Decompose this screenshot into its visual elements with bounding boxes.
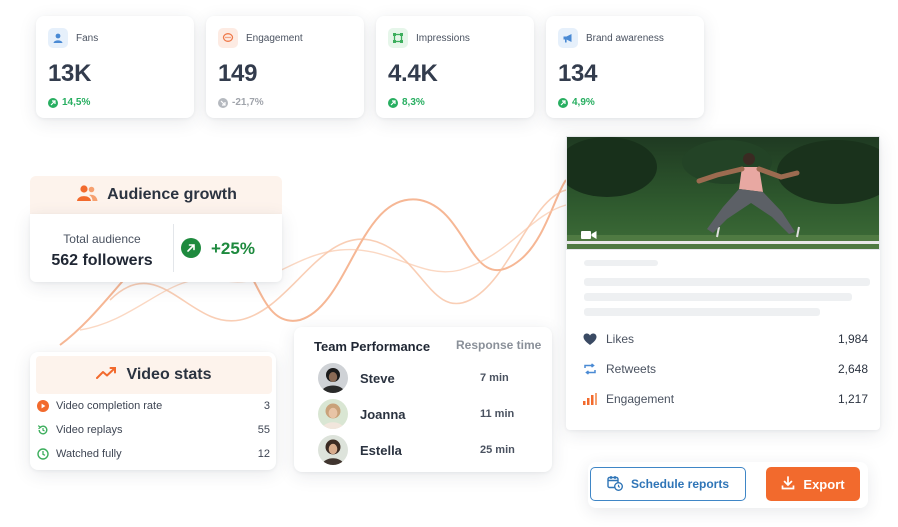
post-metric-value: 1,984	[837, 332, 868, 346]
post-metric-label: Engagement	[606, 392, 675, 406]
retweet-icon	[582, 362, 598, 376]
post-preview-card: Likes 1,984 Retweets 2,648 Engagement 1,…	[566, 136, 880, 430]
export-label: Export	[803, 476, 845, 492]
trend-up-icon	[388, 97, 398, 108]
video-stat-label: Video replays	[56, 424, 123, 436]
kpi-card-impressions[interactable]: Impressions 4.4K 8,3%	[376, 16, 534, 118]
list-item: Retweets 2,648	[582, 360, 868, 378]
kpi-delta: 14,5%	[48, 97, 90, 108]
schedule-reports-label: Schedule reports	[630, 477, 730, 491]
list-item: Video completion rate 3	[36, 397, 270, 415]
list-item: Watched fully 12	[36, 445, 270, 463]
trend-up-icon	[48, 97, 58, 108]
chat-bubble-icon	[218, 28, 238, 48]
divider	[173, 224, 174, 272]
kpi-delta-value: 14,5%	[62, 97, 91, 108]
avatar	[318, 399, 348, 429]
video-stat-label: Video completion rate	[56, 400, 163, 412]
total-audience-label: Total audience	[63, 232, 141, 246]
kpi-value: 149	[218, 60, 258, 87]
kpi-card-engagement[interactable]: Engagement 149 -21,7%	[206, 16, 364, 118]
list-item: Engagement 1,217	[582, 390, 868, 408]
avatar	[318, 435, 348, 465]
calendar-clock-icon	[607, 475, 623, 494]
trend-down-icon	[218, 97, 228, 108]
post-metric-label: Likes	[606, 332, 635, 346]
post-metric-value: 1,217	[837, 392, 868, 406]
arrow-up-right-icon	[181, 238, 201, 258]
download-icon	[781, 475, 795, 493]
kpi-delta: 8,3%	[388, 97, 425, 108]
kpi-label: Impressions	[416, 32, 470, 44]
member-response-time: 7 min	[480, 372, 509, 384]
trend-up-icon	[558, 97, 568, 108]
video-stat-value: 12	[257, 448, 270, 460]
kpi-delta-value: 8,3%	[402, 97, 425, 108]
member-response-time: 11 min	[480, 408, 515, 420]
export-button[interactable]: Export	[766, 467, 860, 501]
video-stats-header: Video stats	[36, 356, 272, 394]
trending-up-icon	[96, 366, 118, 385]
member-name: Joanna	[360, 406, 406, 422]
post-metric-value: 2,648	[837, 362, 868, 376]
users-icon	[48, 28, 68, 48]
kpi-delta-value: 4,9%	[572, 97, 595, 108]
video-stat-value: 55	[257, 424, 270, 436]
frame-icon	[388, 28, 408, 48]
kpi-label: Brand awareness	[586, 32, 664, 44]
bar-chart-icon	[582, 392, 598, 406]
check-circle-icon	[36, 447, 50, 461]
member-name: Estella	[360, 442, 402, 458]
member-name: Steve	[360, 370, 395, 386]
response-time-header: Response time	[456, 338, 542, 352]
heart-icon	[582, 332, 598, 346]
growth-percentage: +25%	[211, 239, 255, 258]
total-audience-value: 562 followers	[51, 252, 153, 269]
kpi-value: 4.4K	[388, 60, 438, 87]
audience-growth-title: Audience growth	[107, 186, 237, 203]
replay-icon	[36, 423, 50, 437]
text-placeholder	[584, 260, 658, 266]
kpi-label: Engagement	[246, 32, 303, 44]
list-item: Likes 1,984	[582, 330, 868, 348]
team-performance-card: Team Performance Response time Steve 7 m…	[294, 327, 552, 472]
list-item: Video replays 55	[36, 421, 270, 439]
schedule-reports-button[interactable]: Schedule reports	[590, 467, 746, 501]
kpi-label: Fans	[76, 32, 99, 44]
post-metric-label: Retweets	[606, 362, 657, 376]
text-placeholder	[584, 293, 852, 301]
video-stats-card: Video stats Video completion rate 3 Vide…	[30, 352, 276, 470]
audience-icon	[75, 184, 99, 207]
kpi-card-brand-awareness[interactable]: Brand awareness 134 4,9%	[546, 16, 704, 118]
table-row[interactable]: Estella 25 min	[318, 434, 548, 466]
kpi-delta-value: -21,7%	[232, 97, 264, 108]
team-performance-title: Team Performance	[314, 339, 431, 354]
audience-growth-card: Total audience 562 followers +25%	[30, 214, 282, 282]
video-stat-label: Watched fully	[56, 448, 122, 460]
video-stats-title: Video stats	[126, 366, 212, 383]
kpi-value: 13K	[48, 60, 92, 87]
video-camera-icon	[581, 227, 597, 245]
video-stat-value: 3	[263, 400, 270, 412]
text-placeholder	[584, 308, 820, 316]
table-row[interactable]: Steve 7 min	[318, 362, 548, 394]
kpi-card-fans[interactable]: Fans 13K 14,5%	[36, 16, 194, 118]
post-video-thumbnail[interactable]	[566, 136, 880, 250]
table-row[interactable]: Joanna 11 min	[318, 398, 548, 430]
member-response-time: 25 min	[480, 444, 515, 456]
audience-growth-header: Audience growth	[30, 176, 282, 214]
megaphone-icon	[558, 28, 578, 48]
kpi-value: 134	[558, 60, 598, 87]
kpi-delta: 4,9%	[558, 97, 595, 108]
play-circle-icon	[36, 399, 50, 413]
text-placeholder	[584, 278, 870, 286]
kpi-delta: -21,7%	[218, 97, 264, 108]
avatar	[318, 363, 348, 393]
